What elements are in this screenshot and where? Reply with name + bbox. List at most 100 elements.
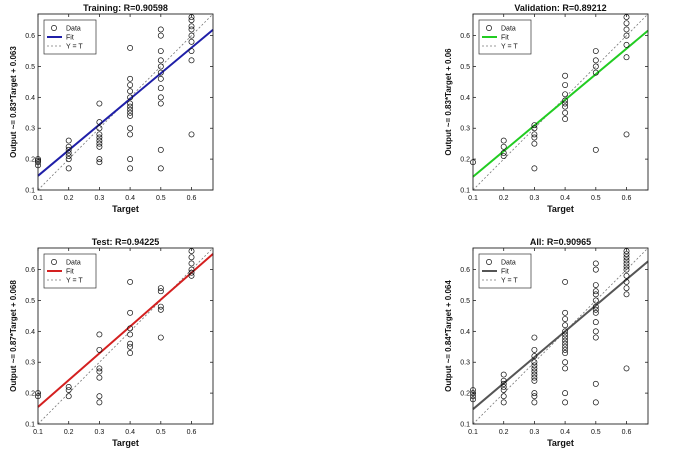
test-legend-data-marker <box>51 259 57 265</box>
test-data-point-16 <box>127 325 134 332</box>
validation-data-point-19 <box>592 146 599 153</box>
validation-data-point-15 <box>562 97 569 104</box>
test-data-point-14 <box>127 340 134 347</box>
all-data-point-28 <box>562 350 569 356</box>
validation-data-point-24 <box>623 131 630 138</box>
validation-data-point-16 <box>562 91 569 98</box>
all-data-point-21 <box>531 353 538 360</box>
all-data-point-34 <box>562 331 569 338</box>
test-data-point-28 <box>188 254 195 261</box>
all-y-tick-label-2: 0.3 <box>460 360 470 367</box>
validation-data-point-28 <box>623 26 630 33</box>
test-axes-frame <box>37 247 214 425</box>
training-data-point-55 <box>188 14 195 21</box>
validation-y-axis-label: Output ~= 0.83*Target + 0.06 <box>444 48 453 156</box>
training-y-tick-label-2: 0.3 <box>25 126 35 133</box>
all-data-point-35 <box>562 328 569 335</box>
all-data-point-47 <box>592 303 599 310</box>
training-fit-line <box>37 28 214 177</box>
validation-identity-line <box>472 13 649 191</box>
training-data-point-36 <box>157 146 164 153</box>
test-data-point-17 <box>127 309 134 316</box>
training-data-point-11 <box>96 159 103 166</box>
test-plot: 0.1 0.2 0.3 0.4 0.5 0.6 0.1 0.2 0.3 0.4 0.5 0.6 Data… <box>9 237 214 448</box>
validation-x-tick-label-5: 0.6 <box>622 195 632 202</box>
training-y-tick-label-4: 0.5 <box>25 64 35 71</box>
training-x-tick-label-3: 0.4 <box>125 195 135 202</box>
validation-y-tick-label-0: 0.1 <box>460 188 470 195</box>
test-identity-line <box>37 247 214 425</box>
validation-plot: 0.1 0.2 0.3 0.4 0.5 0.6 0.1 0.2 0.3 0.4 0.5 0.6 Data… <box>444 3 649 214</box>
training-legend-data-label: Data <box>66 26 81 33</box>
training-data-point-4 <box>65 165 72 172</box>
training-data-point-51 <box>188 32 195 39</box>
training-data-point-7 <box>65 149 72 156</box>
training-data-point-39 <box>157 85 164 92</box>
all-data-point-7 <box>500 383 507 390</box>
all-data-point-29 <box>562 346 569 353</box>
training-data-point-10 <box>65 137 72 144</box>
all-data-point-55 <box>623 291 630 298</box>
all-legend-data-label: Data <box>501 260 516 267</box>
training-data-point-33 <box>127 75 134 82</box>
training-data-point-49 <box>188 48 195 55</box>
validation-data-point-17 <box>562 82 569 88</box>
all-data-point-9 <box>500 377 507 384</box>
validation-data-point-1 <box>500 153 507 159</box>
validation-legend-data-marker <box>486 25 492 31</box>
all-data-point-16 <box>531 371 538 378</box>
test-data-point-18 <box>127 279 134 285</box>
all-data-point-58 <box>623 272 630 279</box>
training-legend-fit-label: Fit <box>66 35 74 42</box>
training-data-point-43 <box>157 57 164 64</box>
test-legend-data-label: Data <box>66 260 81 267</box>
test-x-tick-label-2: 0.3 <box>95 429 105 436</box>
validation-data-point-5 <box>531 165 538 172</box>
all-x-tick-label-0: 0.1 <box>468 429 478 436</box>
training-data-point-8 <box>65 146 72 153</box>
training-data-point-25 <box>127 112 134 119</box>
test-y-tick-label-5: 0.6 <box>25 267 35 274</box>
test-x-tick-label-5: 0.6 <box>187 429 197 436</box>
training-data-point-9 <box>65 143 72 150</box>
validation-y-tick-label-4: 0.5 <box>460 64 470 71</box>
all-data-point-38 <box>562 309 569 316</box>
all-data-point-17 <box>531 368 538 375</box>
test-data-point-9 <box>96 365 103 372</box>
training-data-point-32 <box>127 82 134 88</box>
training-y-tick-label-0: 0.1 <box>25 188 35 195</box>
training-data-point-41 <box>157 69 164 76</box>
all-data-point-22 <box>531 346 538 353</box>
training-data-point-47 <box>188 131 195 138</box>
all-legend-data-marker <box>486 259 492 265</box>
test-data-point-24 <box>188 272 195 279</box>
validation-x-axis-label: Target <box>547 204 574 214</box>
all-plot: 0.1 0.2 0.3 0.4 0.5 0.6 0.1 0.2 0.3 0.4 0.5 0.6 Data… <box>444 237 649 448</box>
test-y-tick-label-1: 0.2 <box>25 391 35 398</box>
validation-x-tick-label-2: 0.3 <box>530 195 540 202</box>
test-data-point-25 <box>188 269 195 276</box>
training-y-tick-label-1: 0.2 <box>25 157 35 164</box>
all-x-axis-label: Target <box>547 438 574 448</box>
all-data-point-60 <box>623 263 630 270</box>
test-y-tick-label-0: 0.1 <box>25 422 35 429</box>
all-data-point-18 <box>531 365 538 372</box>
training-data-point-48 <box>188 57 195 64</box>
all-y-tick-label-5: 0.6 <box>460 267 470 274</box>
validation-data-point-2 <box>500 149 507 156</box>
training-data-point-27 <box>127 106 134 113</box>
validation-legend-data-label: Data <box>501 26 516 33</box>
validation-data-point-22 <box>592 57 599 64</box>
test-data-point-3 <box>65 387 72 393</box>
training-y-tick-label-5: 0.6 <box>25 33 35 40</box>
training-data-point-40 <box>157 75 164 82</box>
all-data-point-42 <box>592 334 599 341</box>
validation-x-tick-label-0: 0.1 <box>468 195 478 202</box>
validation-data-point-27 <box>623 32 630 39</box>
all-data-point-13 <box>531 390 538 397</box>
all-data-point-40 <box>592 399 599 406</box>
all-y-tick-label-0: 0.1 <box>460 422 470 429</box>
training-x-tick-label-4: 0.5 <box>156 195 166 202</box>
validation-x-tick-label-1: 0.2 <box>499 195 509 202</box>
